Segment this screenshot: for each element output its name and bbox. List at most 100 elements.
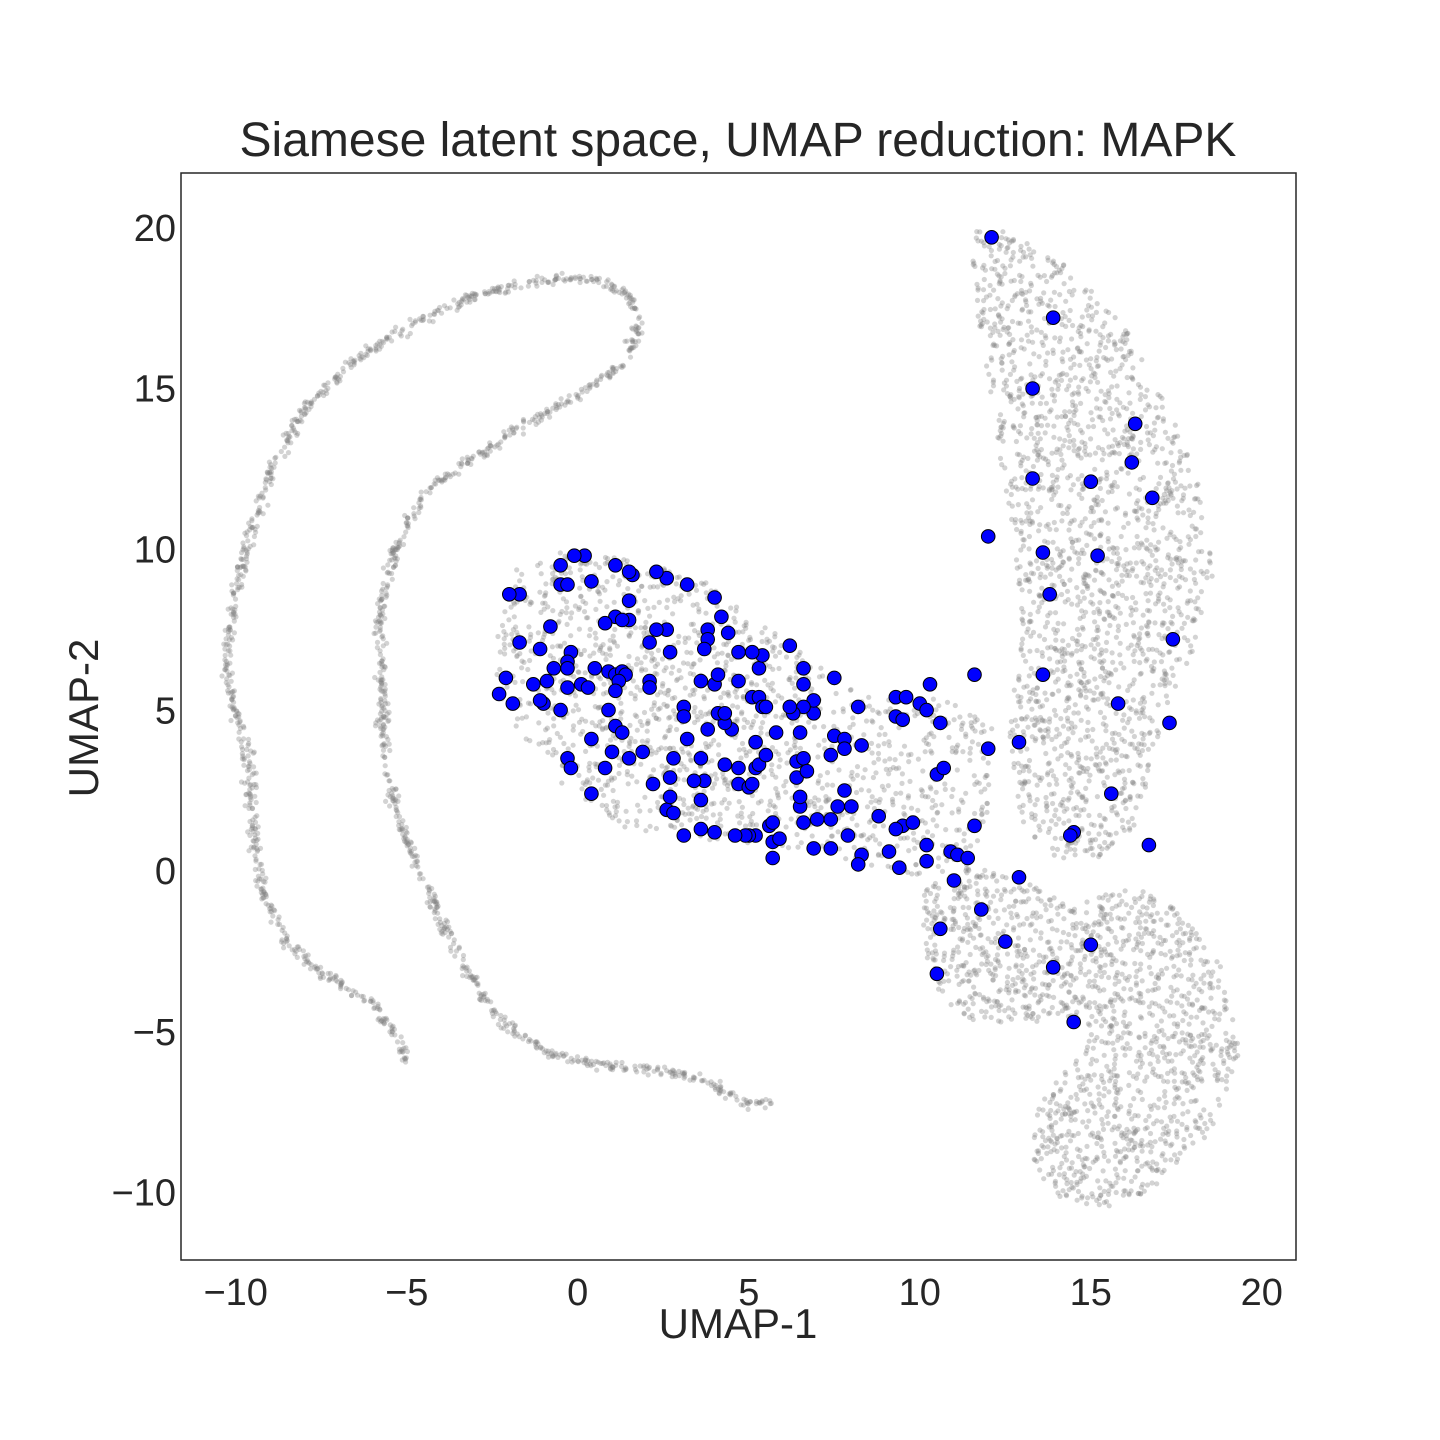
background-point xyxy=(1035,430,1041,436)
background-point xyxy=(1114,383,1120,389)
background-point xyxy=(709,801,715,807)
background-point xyxy=(984,772,990,779)
background-point xyxy=(405,523,411,529)
background-point xyxy=(725,689,731,696)
background-point xyxy=(1030,263,1036,269)
background-point xyxy=(1049,768,1055,774)
background-point xyxy=(1050,669,1056,676)
background-point xyxy=(259,867,265,874)
background-point xyxy=(380,636,386,642)
background-point xyxy=(1144,537,1150,543)
background-point xyxy=(286,433,292,439)
background-point xyxy=(1109,356,1115,362)
background-point xyxy=(971,773,977,779)
background-point xyxy=(728,605,734,611)
background-point xyxy=(268,905,274,911)
background-point xyxy=(370,998,376,1004)
background-point xyxy=(230,611,236,618)
background-point xyxy=(253,856,259,863)
background-point xyxy=(1097,342,1103,348)
background-point xyxy=(1016,699,1022,705)
background-point xyxy=(1032,374,1038,380)
background-point xyxy=(390,545,396,551)
background-point xyxy=(240,547,246,553)
background-point xyxy=(681,1071,687,1077)
background-point xyxy=(978,318,984,324)
background-point xyxy=(336,376,342,382)
background-point xyxy=(1133,607,1139,613)
background-point xyxy=(585,615,591,621)
background-point xyxy=(733,604,740,610)
background-point xyxy=(333,972,339,979)
background-point xyxy=(840,709,846,715)
background-point xyxy=(603,725,609,731)
background-point xyxy=(566,393,572,399)
background-point xyxy=(675,639,681,646)
background-point xyxy=(1018,345,1024,351)
background-point xyxy=(1136,505,1142,511)
background-point xyxy=(1105,535,1111,542)
background-point xyxy=(1072,847,1078,853)
background-point xyxy=(1052,303,1058,310)
background-point xyxy=(1046,376,1053,382)
background-point xyxy=(543,740,549,746)
background-point xyxy=(338,980,344,987)
background-point xyxy=(972,728,978,734)
background-point xyxy=(1012,292,1018,298)
background-point xyxy=(469,293,475,299)
background-point xyxy=(1104,609,1110,615)
background-point xyxy=(870,774,877,781)
background-point xyxy=(928,786,934,792)
background-point xyxy=(232,596,239,602)
background-point xyxy=(988,247,995,254)
background-point xyxy=(610,369,616,375)
background-point xyxy=(1043,335,1049,341)
background-point xyxy=(952,702,958,709)
background-point xyxy=(681,777,687,783)
background-point xyxy=(818,665,824,671)
background-point xyxy=(688,650,694,656)
background-point xyxy=(511,430,517,436)
background-point xyxy=(250,750,256,756)
background-point xyxy=(968,843,974,849)
background-point xyxy=(861,732,867,738)
background-point xyxy=(1162,429,1168,435)
background-point xyxy=(399,822,405,828)
background-point xyxy=(482,291,488,297)
background-point xyxy=(939,802,945,808)
background-point xyxy=(379,703,385,709)
background-point xyxy=(381,663,388,670)
background-point xyxy=(1027,588,1033,594)
background-point xyxy=(920,768,926,774)
background-point xyxy=(1035,509,1041,515)
background-point xyxy=(743,753,750,759)
background-point xyxy=(545,279,551,286)
background-point xyxy=(745,1101,751,1107)
background-point xyxy=(923,735,929,741)
background-point xyxy=(712,771,718,777)
background-point xyxy=(583,718,589,724)
background-point xyxy=(647,808,653,814)
background-point xyxy=(1040,734,1046,740)
background-point xyxy=(636,331,642,337)
background-point xyxy=(284,437,290,443)
background-point xyxy=(526,279,532,285)
background-point xyxy=(482,990,488,997)
background-point xyxy=(1006,341,1012,347)
background-point xyxy=(632,738,638,745)
background-point xyxy=(275,917,281,923)
background-point xyxy=(1065,694,1071,700)
background-point xyxy=(254,883,260,889)
background-point xyxy=(245,779,251,785)
background-point xyxy=(765,808,771,814)
background-point xyxy=(378,1018,385,1024)
background-point xyxy=(261,895,267,901)
background-point xyxy=(458,302,464,308)
background-point xyxy=(357,355,363,361)
background-point xyxy=(1130,365,1136,371)
background-point xyxy=(1144,387,1150,393)
background-point xyxy=(418,871,424,877)
background-point xyxy=(1086,830,1092,837)
background-point xyxy=(397,537,403,543)
background-point xyxy=(527,657,533,664)
